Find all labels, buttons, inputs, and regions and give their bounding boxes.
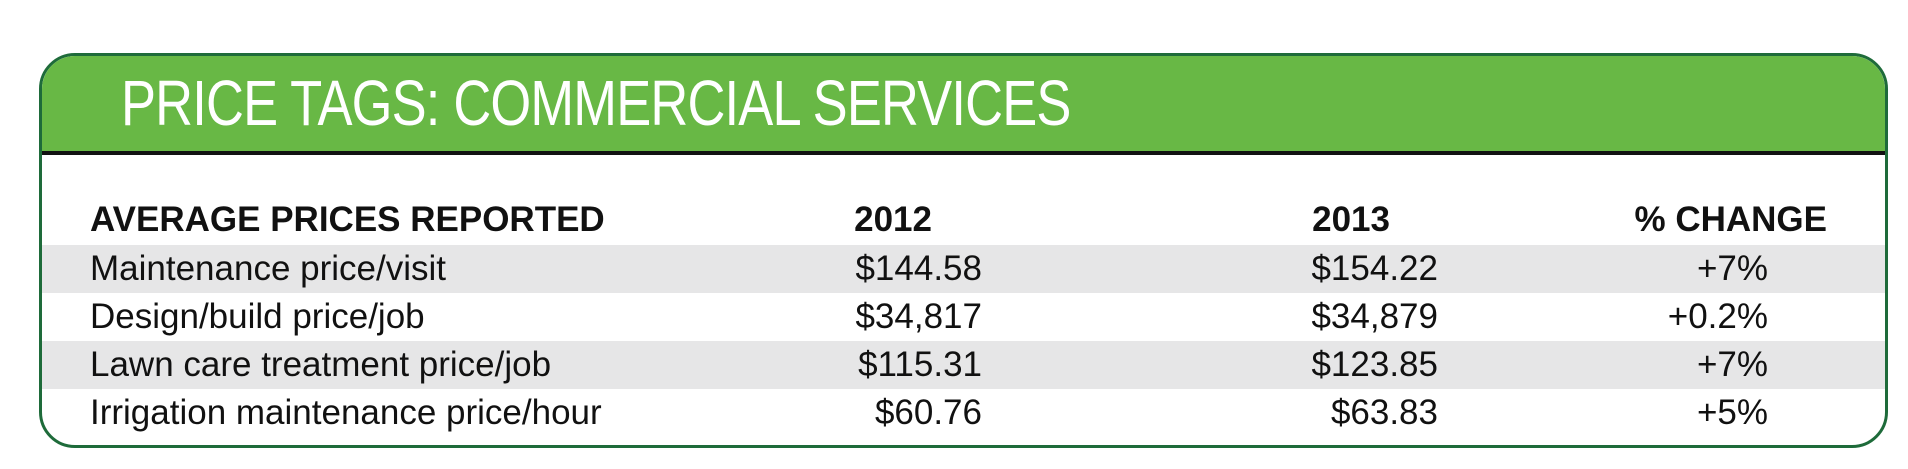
price-2013: $154.22 [1311,249,1438,288]
percent-change: +7% [1696,345,1768,384]
table-row: Design/build price/job $34,817 $34,879 +… [42,293,1885,341]
price-2013: $123.85 [1311,345,1438,384]
price-table: AVERAGE PRICES REPORTED 2012 2013 % CHAN… [42,195,1885,437]
percent-change: +5% [1696,393,1768,432]
table-row: Maintenance price/visit $144.58 $154.22 … [42,245,1885,293]
column-header-service: AVERAGE PRICES REPORTED [90,200,605,239]
service-name: Design/build price/job [90,297,425,336]
price-2013: $34,879 [1311,297,1438,336]
service-name: Maintenance price/visit [90,249,446,288]
price-2012: $60.76 [874,393,982,432]
percent-change: +0.2% [1667,297,1768,336]
percent-change: +7% [1696,249,1768,288]
column-header-2012: 2012 [854,200,932,239]
table-header-row: AVERAGE PRICES REPORTED 2012 2013 % CHAN… [42,195,1885,245]
service-name: Lawn care treatment price/job [90,345,552,384]
table-row: Lawn care treatment price/job $115.31 $1… [42,341,1885,389]
table-row: Irrigation maintenance price/hour $60.76… [42,389,1885,437]
service-name: Irrigation maintenance price/hour [90,393,602,432]
column-header-change: % CHANGE [1634,200,1827,239]
price-table-card: PRICE TAGS: COMMERCIAL SERVICES AVERAGE … [39,53,1888,448]
table-title: PRICE TAGS: COMMERCIAL SERVICES [121,67,1071,139]
price-2012: $144.58 [855,249,982,288]
price-2013: $63.83 [1330,393,1438,432]
price-2012: $34,817 [855,297,982,336]
price-2012: $115.31 [858,345,982,384]
title-banner: PRICE TAGS: COMMERCIAL SERVICES [42,56,1885,155]
column-header-2013: 2013 [1312,200,1390,239]
